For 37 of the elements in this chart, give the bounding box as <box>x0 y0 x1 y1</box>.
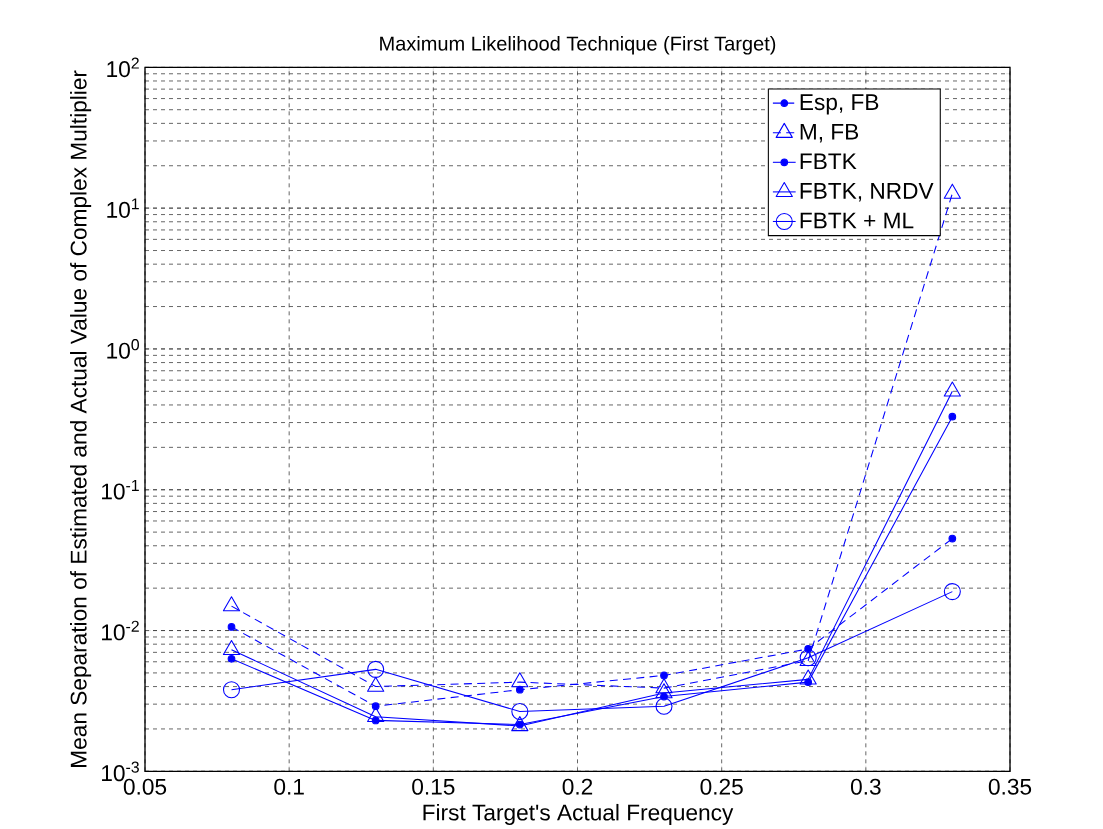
point <box>227 654 236 663</box>
legend-label: FBTK + ML <box>800 212 914 229</box>
point <box>511 702 529 720</box>
point <box>222 596 241 612</box>
point <box>799 669 817 685</box>
point <box>655 678 673 694</box>
point <box>227 622 236 631</box>
point <box>515 720 524 729</box>
point <box>660 671 668 680</box>
point <box>515 685 524 694</box>
x-tick-label: 0.2 <box>562 778 593 795</box>
point <box>943 183 961 199</box>
x-tick-label: 0.35 <box>988 778 1032 795</box>
y-tick-label: 10$^{1}$ <box>107 198 139 218</box>
legend-label: FBTK, NRDV <box>800 182 934 202</box>
point <box>367 660 385 678</box>
x-tick-label: 0.3 <box>850 778 881 795</box>
x-tick-label: 0.25 <box>700 778 743 795</box>
point <box>655 697 673 715</box>
x-tick-label: 0.1 <box>274 778 304 795</box>
point <box>948 412 957 421</box>
legend-label: Esp, FB <box>800 94 879 115</box>
point <box>222 680 241 699</box>
x-tick-label: 0.15 <box>412 778 455 795</box>
y-axis-title: Mean Separation of Estimated and Actual Value of Complex Multiplier <box>70 70 92 767</box>
y-tick-label: 10$^{0}$ <box>107 338 139 359</box>
y-tick-label: 10$^{2}$ <box>107 57 139 77</box>
legend-label: M, FB <box>800 123 859 143</box>
point <box>511 672 529 688</box>
point <box>948 534 957 543</box>
y-tick-label: 10$^{-1}$ <box>102 479 139 500</box>
legend-label: FBTK <box>800 153 857 169</box>
x-axis-title: First Target's Actual Frequency <box>423 803 734 825</box>
point <box>943 381 961 397</box>
chart-title: Maximum Likelihood Technique (First Target) <box>380 35 776 55</box>
y-tick-label: 10$^{-2}$ <box>102 620 139 641</box>
point <box>943 582 961 600</box>
